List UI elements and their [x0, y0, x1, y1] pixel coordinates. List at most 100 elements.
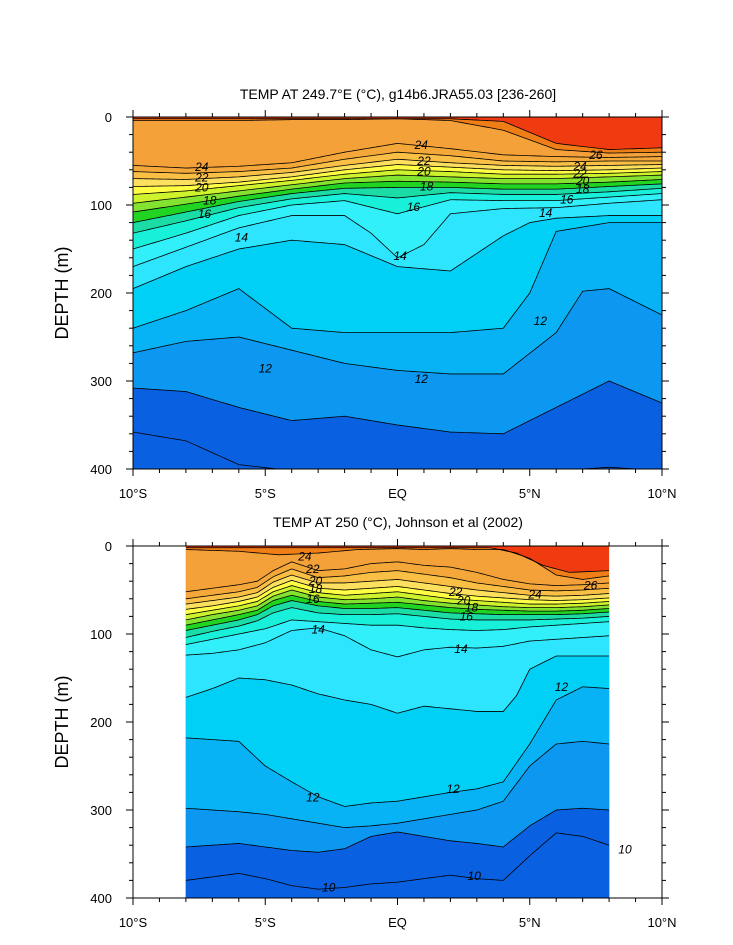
isotherm-18 [185, 594, 610, 626]
x-tick-label: EQ [388, 915, 407, 930]
isotherm-21 [185, 579, 610, 610]
contour-label-12: 12 [415, 372, 429, 386]
contour-band-8 [185, 832, 610, 898]
contour-label-20: 20 [194, 180, 209, 194]
contour-label-12: 12 [534, 314, 548, 328]
isotherm-19 [133, 174, 662, 204]
contour-label-24: 24 [194, 160, 209, 174]
isotherm-22 [133, 158, 662, 180]
y-tick-label: 0 [105, 110, 112, 125]
contour-label-18: 18 [203, 194, 217, 208]
contour-label-12: 12 [306, 791, 320, 805]
y-tick-label: 100 [90, 198, 112, 213]
contour-label-16: 16 [198, 207, 212, 221]
x-tick-label: 5°N [519, 486, 541, 501]
contour-label-16: 16 [560, 193, 574, 207]
contour-label-10: 10 [618, 843, 632, 857]
isotherm-13 [185, 655, 610, 714]
isotherm-23 [185, 568, 610, 600]
isotherm-23 [133, 151, 662, 174]
chart-title: TEMP AT 250 (°C), Johnson et al (2002) [273, 514, 523, 530]
x-tick-label: 10°S [119, 486, 148, 501]
contour-label-10: 10 [468, 869, 482, 883]
panel-model-temp: TEMP AT 249.7°E (°C), g14b6.JRA55.03 [23… [52, 86, 677, 501]
contour-label-14: 14 [539, 206, 553, 220]
contour-band-9 [185, 808, 610, 898]
contour-label-10: 10 [322, 880, 336, 894]
contour-label-24: 24 [572, 159, 587, 173]
contour-label-22: 22 [416, 154, 431, 168]
contour-label-18: 18 [309, 582, 323, 596]
contour-label-16: 16 [407, 200, 421, 214]
isotherm-12 [185, 686, 610, 807]
contour-label-12: 12 [446, 782, 460, 796]
y-tick-label: 300 [90, 374, 112, 389]
y-tick-label: 400 [90, 462, 112, 477]
contour-label-20: 20 [575, 174, 590, 188]
isotherm-14 [133, 199, 662, 267]
contour-label-20: 20 [416, 165, 431, 179]
contour-label-12: 12 [259, 362, 273, 376]
contour-label-24: 24 [297, 550, 312, 564]
contour-label-22: 22 [572, 166, 587, 180]
contour-label-14: 14 [311, 623, 325, 637]
isotherm-24 [185, 561, 610, 593]
isotherm-15 [185, 619, 610, 645]
x-tick-label: 10°S [119, 915, 148, 930]
x-tick-label: 10°N [647, 915, 676, 930]
isotherm-22 [185, 574, 610, 605]
isotherm-25 [133, 118, 662, 154]
isotherm-20 [133, 169, 662, 195]
isotherm-14 [185, 627, 610, 658]
contour-label-20: 20 [308, 574, 323, 588]
contour-label-24: 24 [527, 587, 542, 601]
contour-label-14: 14 [454, 642, 468, 656]
contour-label-14: 14 [235, 231, 249, 245]
contour-label-18: 18 [420, 180, 434, 194]
isotherm-17 [133, 183, 662, 223]
isotherm-9 [185, 832, 610, 890]
axes: 0 100 200 300 400 10°S 5°S EQ 5°N 10°N [90, 539, 677, 930]
isotherm-19 [185, 589, 610, 621]
contour-label-16: 16 [460, 609, 474, 623]
x-tick-label: 5°S [255, 915, 276, 930]
isotherm-20 [185, 585, 610, 616]
contour-label-26: 26 [583, 579, 598, 593]
y-tick-label: 200 [90, 286, 112, 301]
isotherm-13 [133, 215, 662, 289]
contour-label-18: 18 [465, 601, 479, 615]
contour-label-16: 16 [306, 592, 320, 606]
isotherm-10 [185, 807, 610, 853]
contour-label-22: 22 [194, 171, 209, 185]
isotherm-17 [185, 600, 610, 631]
isotherm-16 [185, 607, 610, 638]
isotherm-26 [185, 547, 610, 573]
isotherm-9 [133, 431, 642, 469]
x-tick-label: 5°S [255, 486, 276, 501]
y-axis-label: DEPTH (m) [52, 676, 72, 769]
contour-label-26: 26 [588, 148, 603, 162]
contour-label-18: 18 [576, 182, 590, 196]
isotherm-21 [133, 164, 662, 187]
isotherm-10 [133, 380, 662, 435]
y-tick-label: 200 [90, 715, 112, 730]
contour-band-8 [133, 432, 636, 469]
isotherm-24 [133, 142, 662, 169]
isotherm-25 [185, 548, 610, 580]
contour-label-12: 12 [555, 680, 569, 694]
panel-observed-temp: TEMP AT 250 (°C), Johnson et al (2002) 2… [52, 514, 677, 930]
chart-title: TEMP AT 249.7°E (°C), g14b6.JRA55.03 [23… [240, 86, 556, 102]
contour-label-22: 22 [305, 562, 320, 576]
contour-label-20: 20 [456, 594, 471, 608]
y-tick-label: 400 [90, 891, 112, 906]
isotherm-18 [133, 179, 662, 213]
isotherm-12 [133, 222, 662, 333]
y-tick-label: 300 [90, 803, 112, 818]
contour-label-22: 22 [448, 585, 463, 599]
x-tick-label: 10°N [647, 486, 676, 501]
contour-label-14: 14 [393, 249, 407, 263]
isotherm-16 [133, 187, 662, 234]
axes: 0 100 200 300 400 10°S 5°S EQ 5°N 10°N [90, 110, 677, 501]
